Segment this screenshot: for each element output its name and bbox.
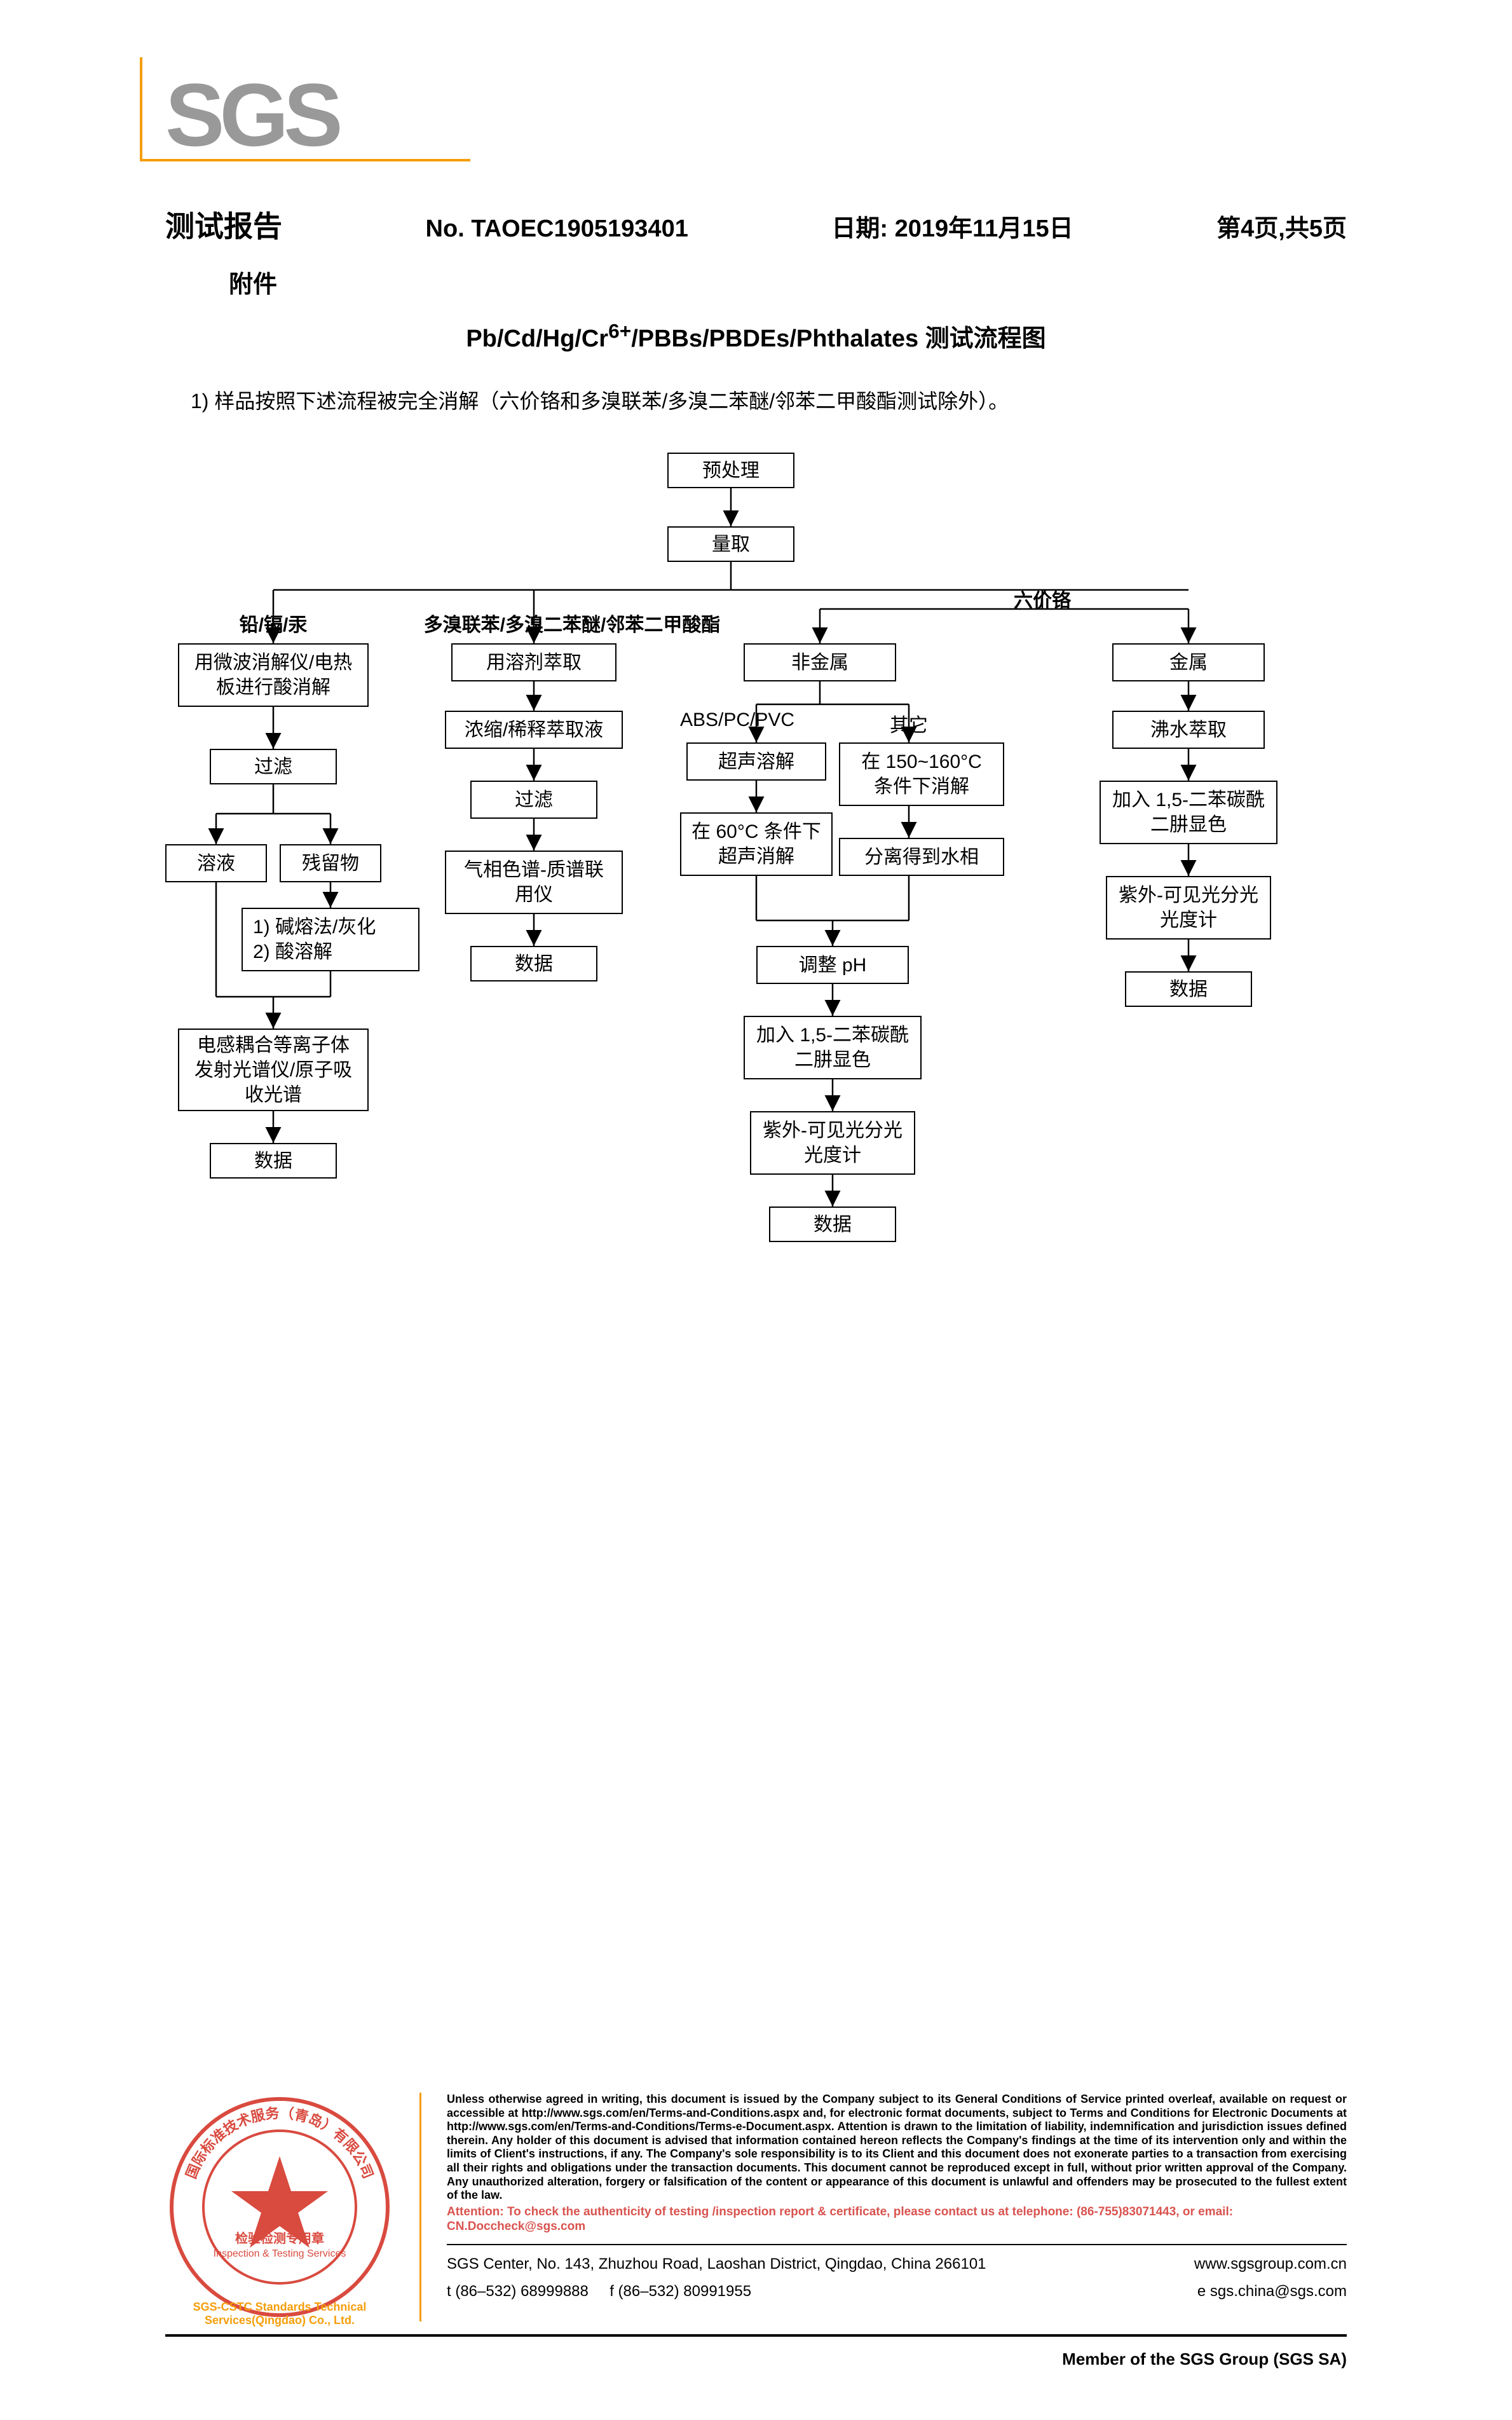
node-nonmetal: 非金属	[744, 643, 896, 681]
node-boil: 沸水萃取	[1112, 711, 1265, 749]
node-data3: 数据	[769, 1207, 896, 1242]
node-solvent: 用溶剂萃取	[451, 643, 616, 681]
note-text: 1) 样品按照下述流程被完全消解（六价铬和多溴联苯/多溴二苯醚/邻苯二甲酸酯测试…	[191, 385, 1347, 414]
footer-address: SGS Center, No. 143, Zhuzhou Road, Laosh…	[447, 2255, 986, 2274]
footer-tel: t (86–532) 68999888	[447, 2283, 589, 2300]
node-pretreatment: 预处理	[667, 453, 794, 488]
attachment-label: 附件	[229, 264, 1347, 299]
logo-block: SGS	[165, 64, 1347, 178]
branch-label-pbb: 多溴联苯/多溴二苯醚/邻苯二甲酸酯	[394, 609, 750, 637]
footer-web: www.sgsgroup.com.cn	[1194, 2255, 1347, 2274]
flowchart: 预处理 量取 铅/镉/汞 多溴联苯/多溴二苯醚/邻苯二甲酸酯 六价铬 用微波消解…	[140, 453, 1322, 1597]
date-value: 2019年11月15日	[895, 215, 1073, 242]
node-60c: 在 60°C 条件下超声消解	[680, 812, 833, 876]
chart-title-sup: 6+	[608, 319, 631, 342]
stamp-text1: 检验检测专用章	[165, 2231, 394, 2246]
node-uv2: 紫外-可见光分光光度计	[1106, 876, 1271, 940]
footer-telfax: t (86–532) 68999888 f (86–532) 80991955	[447, 2283, 751, 2301]
node-data2: 数据	[470, 946, 597, 981]
stamp-text2: Inspection & Testing Services	[165, 2248, 394, 2260]
page-container: SGS 测试报告 No. TAOEC1905193401 日期: 2019年11…	[0, 0, 1512, 2420]
footer-text-block: Unless otherwise agreed in writing, this…	[447, 2093, 1347, 2321]
header-row: 测试报告 No. TAOEC1905193401 日期: 2019年11月15日…	[165, 203, 1347, 245]
logo-underline	[140, 159, 470, 161]
node-separate: 分离得到水相	[839, 838, 1004, 876]
chart-title: Pb/Cd/Hg/Cr6+/PBBs/PBDEs/Phthalates 测试流程…	[165, 318, 1347, 353]
node-data4: 数据	[1125, 971, 1252, 1007]
footer-fax: f (86–532) 80991955	[610, 2283, 751, 2300]
sgs-logo: SGS	[165, 64, 338, 167]
node-uv1: 紫外-可见光分光光度计	[750, 1111, 915, 1175]
chart-title-prefix: Pb/Cd/Hg/Cr	[466, 325, 608, 352]
node-dpc1: 加入 1,5-二苯碳酰二肼显色	[744, 1016, 922, 1079]
footer-bottom-row2: t (86–532) 68999888 f (86–532) 80991955 …	[447, 2283, 1347, 2301]
footer-bottom-row1: SGS Center, No. 143, Zhuzhou Road, Laosh…	[447, 2255, 1347, 2274]
member-line: Member of the SGS Group (SGS SA)	[165, 2349, 1347, 2369]
node-measure: 量取	[667, 526, 794, 562]
footer-divider	[419, 2093, 421, 2321]
node-residue: 残留物	[280, 844, 381, 882]
bottom-rule	[165, 2334, 1347, 2337]
node-150c: 在 150~160°C 条件下消解	[839, 742, 1004, 806]
footer-legal: Unless otherwise agreed in writing, this…	[447, 2093, 1347, 2203]
footer-rule	[447, 2244, 1347, 2245]
footer: 国际标准技术服务（青岛）有限公司 检验检测专用章 Inspection & Te…	[165, 2093, 1347, 2321]
footer-attention: Attention: To check the authenticity of …	[447, 2205, 1347, 2234]
stamp-seal: 国际标准技术服务（青岛）有限公司 检验检测专用章 Inspection & Te…	[165, 2093, 394, 2321]
node-acid-digest: 用微波消解仪/电热板进行酸消解	[178, 643, 369, 707]
chart-title-suffix: /PBBs/PBDEs/Phthalates 测试流程图	[631, 325, 1045, 352]
date-label: 日期:	[831, 215, 888, 242]
report-title: 测试报告	[165, 203, 282, 245]
node-concentrate: 浓缩/稀释萃取液	[445, 711, 623, 749]
node-ultrasonic: 超声溶解	[686, 742, 826, 781]
node-filter1: 过滤	[210, 749, 337, 784]
branch-label-pbcdhg: 铅/镉/汞	[216, 609, 330, 637]
stamp-company: SGS-CSTC Standards Technical Services(Qi…	[146, 2300, 413, 2328]
node-filter2: 过滤	[470, 781, 597, 819]
date-block: 日期: 2019年11月15日	[831, 209, 1073, 243]
node-gcms: 气相色谱-质谱联用仪	[445, 851, 623, 914]
node-icp: 电感耦合等离子体发射光谱仪/原子吸收光谱	[178, 1029, 369, 1111]
label-other: 其它	[871, 709, 947, 737]
page-number: 第4页,共5页	[1216, 209, 1347, 243]
footer-email: e sgs.china@sgs.com	[1197, 2283, 1347, 2301]
node-dpc2: 加入 1,5-二苯碳酰二肼显色	[1100, 781, 1277, 844]
node-solution: 溶液	[165, 844, 267, 882]
node-metal: 金属	[1112, 643, 1265, 681]
logo-vline	[140, 57, 142, 161]
label-abspcpvc: ABS/PC/PVC	[667, 709, 807, 731]
node-alkali: 1) 碱熔法/灰化 2) 酸溶解	[242, 908, 419, 971]
report-number: No. TAOEC1905193401	[426, 215, 688, 243]
node-ph: 调整 pH	[756, 946, 909, 984]
branch-label-cr6: 六价铬	[1004, 585, 1080, 613]
node-data1: 数据	[210, 1143, 337, 1179]
